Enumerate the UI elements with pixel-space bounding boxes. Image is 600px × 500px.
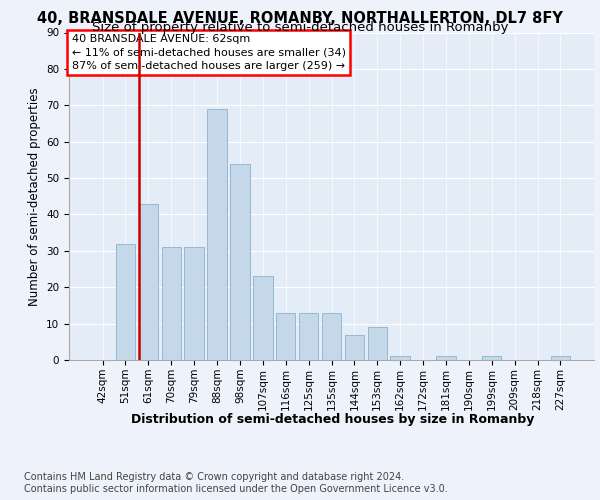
Bar <box>253 276 272 360</box>
Text: Contains public sector information licensed under the Open Government Licence v3: Contains public sector information licen… <box>24 484 448 494</box>
Bar <box>116 244 135 360</box>
Y-axis label: Number of semi-detached properties: Number of semi-detached properties <box>28 87 41 306</box>
Bar <box>184 247 204 360</box>
Bar <box>436 356 455 360</box>
Text: Contains HM Land Registry data © Crown copyright and database right 2024.: Contains HM Land Registry data © Crown c… <box>24 472 404 482</box>
Text: 40 BRANSDALE AVENUE: 62sqm
← 11% of semi-detached houses are smaller (34)
87% of: 40 BRANSDALE AVENUE: 62sqm ← 11% of semi… <box>71 34 346 70</box>
Bar <box>551 356 570 360</box>
Bar <box>139 204 158 360</box>
Bar <box>391 356 410 360</box>
Text: 40, BRANSDALE AVENUE, ROMANBY, NORTHALLERTON, DL7 8FY: 40, BRANSDALE AVENUE, ROMANBY, NORTHALLE… <box>37 11 563 26</box>
Bar <box>482 356 502 360</box>
Bar <box>230 164 250 360</box>
Text: Size of property relative to semi-detached houses in Romanby: Size of property relative to semi-detach… <box>92 22 508 35</box>
Bar <box>299 312 319 360</box>
Bar <box>276 312 295 360</box>
Bar <box>322 312 341 360</box>
Bar <box>344 334 364 360</box>
Text: Distribution of semi-detached houses by size in Romanby: Distribution of semi-detached houses by … <box>131 412 535 426</box>
Bar <box>208 109 227 360</box>
Bar <box>161 247 181 360</box>
Bar <box>368 327 387 360</box>
